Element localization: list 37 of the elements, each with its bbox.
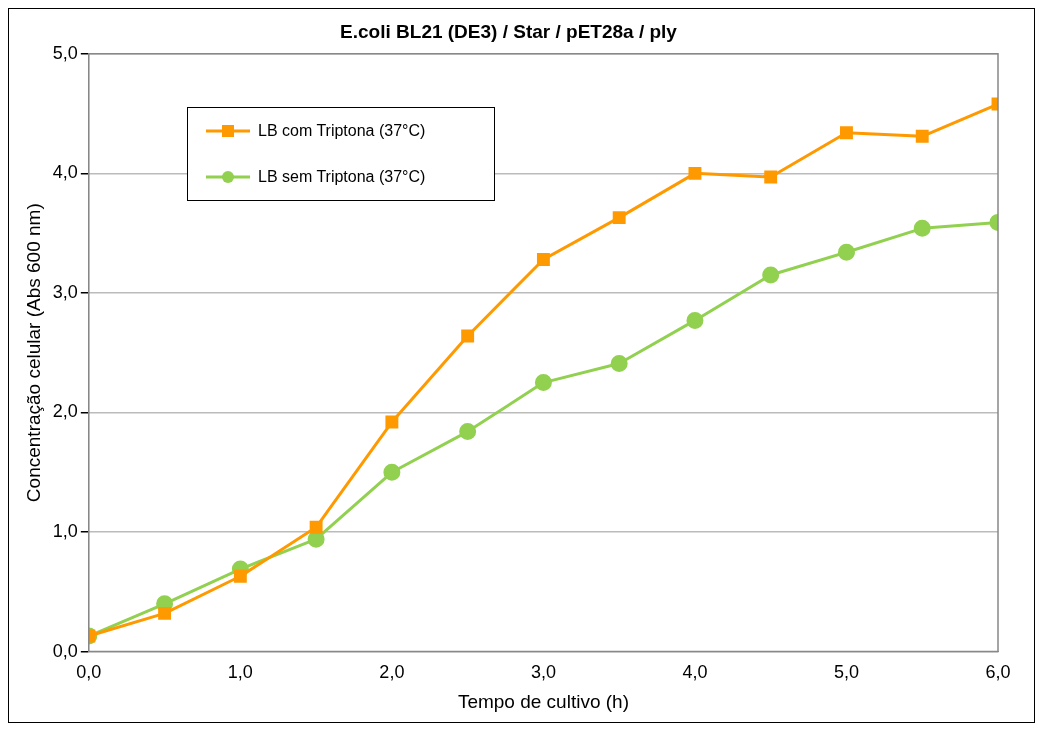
- x-tick-label: 3,0: [530, 662, 556, 683]
- point: [158, 606, 172, 620]
- x-tick-label: 2,0: [379, 662, 405, 683]
- point: [610, 354, 628, 372]
- y-tick-label: 4,0: [52, 162, 78, 183]
- y-tick-label: 0,0: [52, 640, 78, 661]
- x-tick-label: 6,0: [985, 662, 1011, 683]
- point: [233, 569, 247, 583]
- y-tick-label: 3,0: [52, 281, 78, 302]
- point: [913, 219, 931, 237]
- x-tick-label: 1,0: [227, 662, 253, 683]
- y-tick-label: 2,0: [52, 401, 78, 422]
- point: [461, 329, 475, 343]
- point: [534, 374, 552, 392]
- point: [612, 211, 626, 225]
- y-axis-title: Concentração celular (Abs 600 nm): [22, 203, 44, 503]
- x-axis-title: Tempo de cultivo (h): [457, 690, 629, 712]
- point: [383, 463, 401, 481]
- point: [688, 166, 702, 180]
- point: [840, 126, 853, 140]
- point: [837, 243, 855, 261]
- point: [915, 129, 929, 143]
- y-tick-label: 5,0: [52, 42, 78, 63]
- x-tick-label: 0,0: [76, 662, 102, 683]
- point: [762, 266, 780, 284]
- point: [764, 170, 778, 184]
- point: [536, 252, 550, 266]
- legend-label: LB com Triptona (37°C): [258, 122, 426, 140]
- legend-label: LB sem Triptona (37°C): [258, 168, 426, 186]
- y-tick-label: 1,0: [52, 521, 78, 542]
- point: [309, 520, 323, 534]
- point: [686, 311, 704, 329]
- point: [385, 415, 399, 429]
- point: [459, 423, 477, 441]
- x-tick-label: 4,0: [682, 662, 708, 683]
- chart-title: E.coli BL21 (DE3) / Star / pET28a / ply: [340, 20, 678, 42]
- x-tick-label: 5,0: [833, 662, 859, 683]
